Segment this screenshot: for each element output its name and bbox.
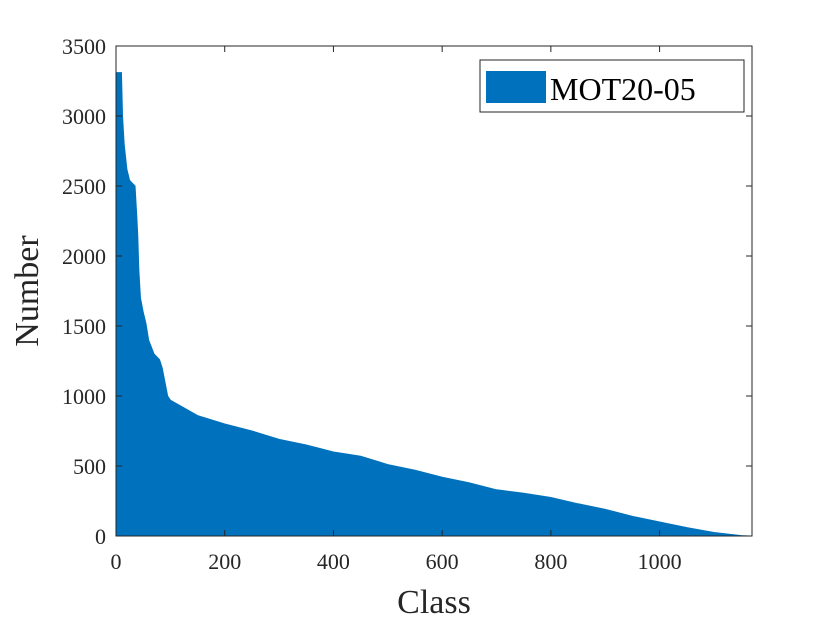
y-tick-label: 1000 [62,384,106,409]
x-tick-label: 400 [317,549,350,574]
x-ticks: 0 200 400 600 800 1000 [111,46,682,574]
y-tick-label: 0 [95,524,106,549]
y-tick-label: 3500 [62,34,106,59]
y-axis-label: Number [9,235,46,347]
series-layer [115,72,750,537]
x-tick-label: 0 [111,549,122,574]
x-tick-label: 600 [426,549,459,574]
y-tick-label: 500 [73,454,106,479]
x-tick-label: 200 [208,549,241,574]
y-ticks: 0 500 1000 1500 2000 2500 3000 3500 [62,34,752,549]
y-tick-label: 2500 [62,174,106,199]
legend-label: MOT20-05 [550,71,696,107]
y-tick-label: 1500 [62,314,106,339]
series-area-0 [115,72,750,537]
y-tick-label: 3000 [62,104,106,129]
x-axis-label: Class [397,584,471,621]
x-tick-label: 1000 [638,549,682,574]
legend-swatch [486,71,546,103]
x-tick-label: 800 [534,549,567,574]
axes-box [115,45,753,537]
legend: MOT20-05 [479,59,745,113]
y-tick-label: 2000 [62,244,106,269]
